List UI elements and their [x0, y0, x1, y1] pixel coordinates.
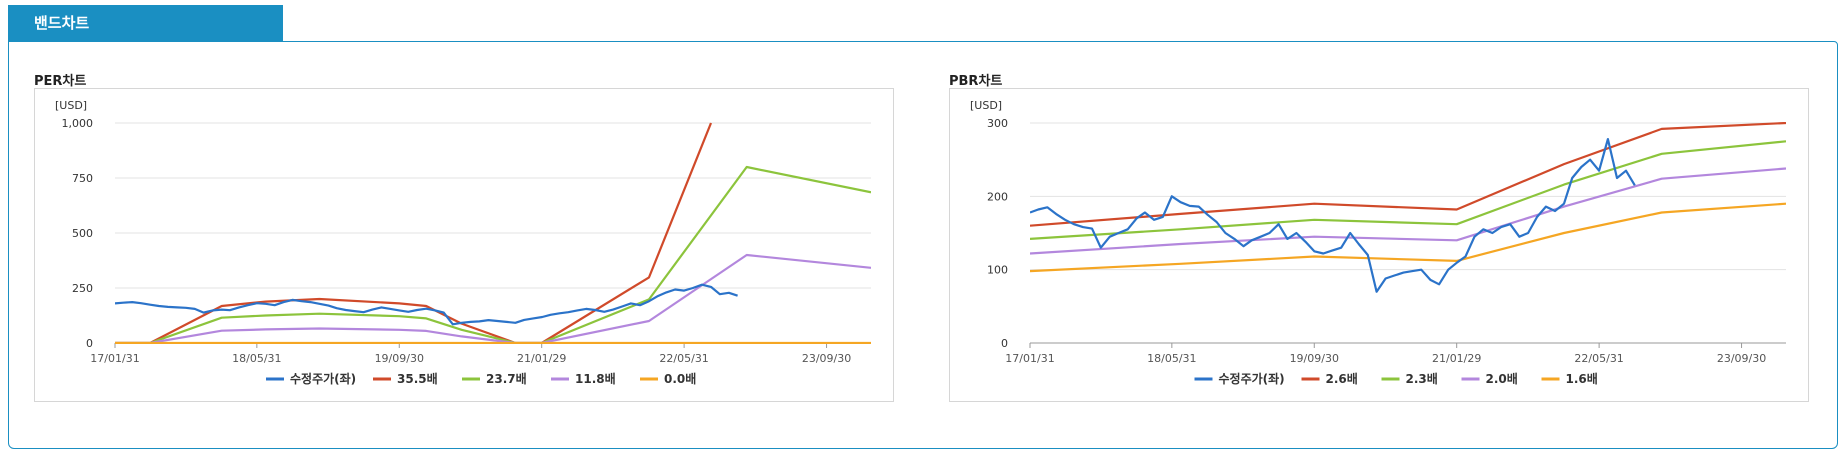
y-tick-label: 0 — [1001, 337, 1008, 350]
legend-item[interactable]: 11.8배 — [551, 371, 616, 386]
series-line-1 — [1030, 122, 1786, 227]
per-chart-title: PER차트 — [34, 74, 87, 89]
legend-label: 수정주가(좌) — [290, 371, 356, 386]
pbr-chart: [USD] 0 100 200 300 17/01/31 18/05/31 19/09/30 2… — [970, 99, 1786, 386]
legend-label: 11.8배 — [575, 371, 616, 386]
section-tab-band-chart[interactable]: 밴드차트 — [8, 5, 283, 41]
x-tick-label: 23/09/30 — [1717, 352, 1766, 365]
series-line-0 — [115, 283, 738, 326]
y-unit-label: [USD] — [55, 99, 87, 112]
y-tick-label: 300 — [987, 117, 1008, 130]
legend-label: 1.6배 — [1566, 371, 1598, 386]
y-unit-label: [USD] — [970, 99, 1002, 112]
x-tick-label: 18/05/31 — [1147, 352, 1196, 365]
legend-item[interactable]: 2.6배 — [1301, 371, 1358, 386]
series-line-2 — [1030, 140, 1786, 240]
x-tick-label: 17/01/31 — [90, 352, 139, 365]
x-tick-label: 18/05/31 — [232, 352, 281, 365]
legend-item[interactable]: 35.5배 — [373, 371, 438, 386]
x-tick-label: 22/05/31 — [1574, 352, 1623, 365]
x-tick-label: 19/09/30 — [1290, 352, 1339, 365]
series-line-4 — [1030, 202, 1786, 273]
y-tick-label: 200 — [987, 190, 1008, 203]
x-tick-label: 22/05/31 — [659, 352, 708, 365]
legend-label: 2.6배 — [1326, 371, 1358, 386]
pbr-chart-container: [USD] 0 100 200 300 17/01/31 18/05/31 19/09/30 2… — [949, 88, 1809, 402]
legend-label: 2.0배 — [1486, 371, 1518, 386]
legend-item[interactable]: 수정주가(좌) — [266, 371, 356, 386]
y-tick-label: 500 — [72, 227, 93, 240]
legend-label: 2.3배 — [1406, 371, 1438, 386]
legend-item[interactable]: 2.3배 — [1381, 371, 1438, 386]
y-tick-label: 1,000 — [62, 117, 94, 130]
legend-item[interactable]: 2.0배 — [1461, 371, 1518, 386]
per-chart: [USD] 0 250 500 750 1,000 17/01/31 18/05/31 19/0… — [55, 99, 871, 386]
series-line-2 — [115, 165, 871, 344]
legend-label: 수정주가(좌) — [1219, 371, 1285, 386]
x-tick-label: 17/01/31 — [1005, 352, 1054, 365]
legend-label: 35.5배 — [397, 371, 438, 386]
legend-item[interactable]: 1.6배 — [1541, 371, 1598, 386]
x-tick-label: 21/01/29 — [1432, 352, 1481, 365]
x-tick-label: 19/09/30 — [375, 352, 424, 365]
legend-item[interactable]: 23.7배 — [462, 371, 527, 386]
pbr-chart-title: PBR차트 — [949, 74, 1003, 89]
legend-item[interactable]: 0.0배 — [640, 371, 696, 386]
x-tick-label: 21/01/29 — [517, 352, 566, 365]
y-tick-label: 0 — [86, 337, 93, 350]
y-tick-label: 250 — [72, 282, 93, 295]
series-line-3 — [115, 253, 871, 344]
y-tick-label: 750 — [72, 172, 93, 185]
legend-label: 0.0배 — [664, 371, 696, 386]
x-tick-label: 23/09/30 — [802, 352, 851, 365]
legend-item[interactable]: 수정주가(좌) — [1194, 371, 1285, 386]
series-line-0 — [1030, 137, 1636, 293]
y-tick-label: 100 — [987, 264, 1008, 277]
series-line-3 — [1030, 167, 1786, 255]
legend-label: 23.7배 — [486, 371, 527, 386]
per-chart-container: [USD] 0 250 500 750 1,000 17/01/31 18/05/31 19/0… — [34, 88, 894, 402]
